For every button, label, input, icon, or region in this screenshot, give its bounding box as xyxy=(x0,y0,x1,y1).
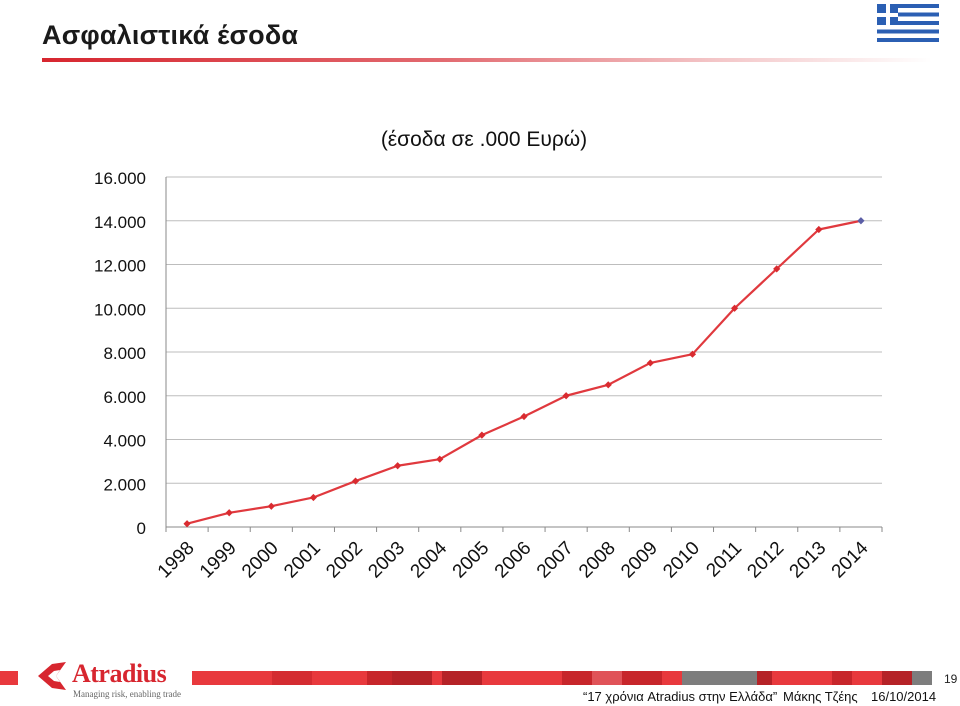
x-tick-label: 2001 xyxy=(280,538,325,583)
x-tick-label: 2014 xyxy=(828,537,873,582)
footer-bar-segment xyxy=(852,671,882,685)
footer-left-bar xyxy=(0,671,18,685)
chart-axes xyxy=(165,177,883,532)
y-tick-label: 16.000 xyxy=(94,169,146,188)
footer-bar-segment xyxy=(757,671,772,685)
y-tick-label: 6.000 xyxy=(103,388,146,407)
x-tick-label: 2009 xyxy=(617,538,662,583)
data-point xyxy=(857,217,865,225)
title-underline xyxy=(42,58,932,62)
x-tick-label: 2011 xyxy=(702,538,746,582)
logo-name: Atradius xyxy=(72,659,167,688)
footer-bar-segment xyxy=(312,671,367,685)
data-point xyxy=(773,265,781,273)
data-point xyxy=(562,392,570,400)
data-point xyxy=(225,509,233,517)
x-tick-label: 2010 xyxy=(659,538,704,583)
y-tick-label: 8.000 xyxy=(103,344,146,363)
flag-canton xyxy=(877,4,898,25)
atradius-logo: Atradius Managing risk, enabling trade xyxy=(36,656,186,700)
footer-bar-segment xyxy=(622,671,662,685)
y-tick-label: 2.000 xyxy=(103,475,146,494)
logo-tagline: Managing risk, enabling trade xyxy=(73,689,181,699)
x-tick-label: 2002 xyxy=(322,538,367,583)
footer-bar-segment xyxy=(682,671,757,685)
data-point xyxy=(436,455,444,463)
y-tick-label: 10.000 xyxy=(94,300,146,319)
x-tick-label: 2006 xyxy=(491,538,536,583)
data-point xyxy=(604,381,612,389)
data-point xyxy=(309,493,318,502)
footer-presenter: Μάκης Τζέης xyxy=(783,689,858,704)
x-tick-label: 2004 xyxy=(407,537,452,582)
footer-bar-segment xyxy=(882,671,912,685)
y-tick-label: 4.000 xyxy=(103,432,146,451)
footer-color-bar xyxy=(192,671,932,685)
atradius-logo-icon xyxy=(38,662,66,690)
footer-bar-segment xyxy=(482,671,562,685)
x-tick-label: 2008 xyxy=(575,538,620,583)
x-tick-label: 2005 xyxy=(449,538,494,583)
footer-bar-segment xyxy=(272,671,312,685)
footer-date: 16/10/2014 xyxy=(871,689,937,704)
y-tick-label: 14.000 xyxy=(94,213,146,232)
page-number: 19 xyxy=(944,672,958,686)
data-point xyxy=(520,412,528,421)
y-tick-label: 0 xyxy=(137,519,146,538)
footer-bar-segment xyxy=(912,671,932,685)
data-point xyxy=(815,225,823,234)
footer-bar-segment xyxy=(192,671,272,685)
data-point xyxy=(730,304,739,312)
x-tick-label: 2003 xyxy=(364,538,409,583)
chart-title: (έσοδα σε .000 Ευρώ) xyxy=(381,128,587,151)
revenue-line-chart: 0 2.000 4.000 6.000 8.000 10.000 12.000 14.000 1… xyxy=(94,128,883,582)
footer-bar-segment xyxy=(772,671,832,685)
data-point xyxy=(267,502,275,510)
footer-bar-segment xyxy=(432,671,442,685)
x-tick-label: 1999 xyxy=(196,538,241,583)
footer-bar-segment xyxy=(442,671,482,685)
data-point xyxy=(688,350,697,358)
series-line xyxy=(186,219,862,525)
chart-gridlines xyxy=(166,176,882,484)
x-tick-label: 2000 xyxy=(238,538,283,583)
footer-bar-segment xyxy=(392,671,432,685)
footer-event: “17 χρόνια Atradius στην Ελλάδα” xyxy=(583,689,778,704)
slide-title: Ασφαλιστικά έσοδα xyxy=(42,20,299,50)
footer-bar-segment xyxy=(832,671,852,685)
x-tick-labels: 1998199920002001200220032004200520062007… xyxy=(154,537,873,582)
y-tick-labels: 0 2.000 4.000 6.000 8.000 10.000 12.000 14.000 1… xyxy=(94,169,146,538)
data-point xyxy=(183,520,191,528)
footer-bar-segment xyxy=(367,671,392,685)
footer-bar-segment xyxy=(562,671,592,685)
greek-flag-icon xyxy=(877,4,939,42)
data-point xyxy=(394,462,402,470)
x-tick-label: 2007 xyxy=(533,538,578,583)
chart-series xyxy=(183,217,865,528)
data-point xyxy=(646,359,654,367)
x-tick-label: 1998 xyxy=(154,538,199,583)
x-tick-label: 2012 xyxy=(743,538,788,583)
data-point xyxy=(351,477,360,485)
footer-bar-segment xyxy=(662,671,682,685)
data-point xyxy=(478,431,486,439)
x-tick-label: 2013 xyxy=(786,538,831,583)
y-tick-label: 12.000 xyxy=(94,257,146,276)
